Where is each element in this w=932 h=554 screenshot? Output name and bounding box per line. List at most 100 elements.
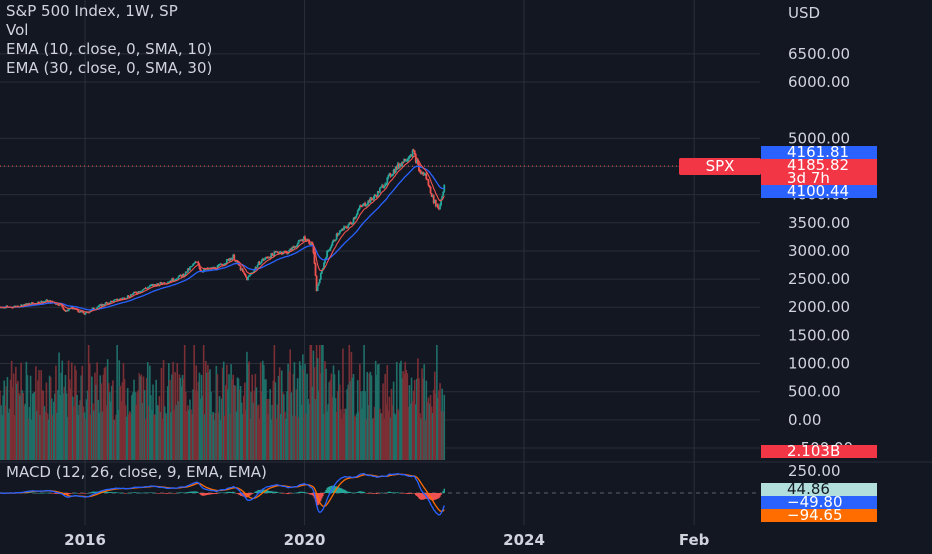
macd-hist-bar (345, 490, 347, 493)
volume-bar (239, 386, 242, 460)
legend-ema-30[interactable]: EMA (30, close, 0, SMA, 30) (6, 59, 213, 77)
macd-hist-bar (45, 492, 48, 494)
candle-body (358, 205, 361, 209)
macd-hist-bar (183, 492, 186, 494)
candle-body (65, 310, 68, 312)
volume-bar (427, 397, 430, 460)
macd-hist-bar (295, 492, 298, 494)
candle-body (288, 250, 291, 253)
volume-bar (303, 369, 305, 460)
macd-hist-bar (442, 490, 444, 493)
legend-title[interactable]: S&P 500 Index, 1W, SP (6, 2, 178, 20)
volume-bar (80, 375, 83, 460)
candle-body (265, 257, 267, 259)
volume-bar (95, 384, 97, 460)
candle-body (175, 279, 178, 281)
price-tick-label: 1500.00 (788, 326, 850, 344)
candle-body (349, 222, 352, 224)
macd-hist-bar (32, 492, 34, 494)
macd-hist-bar (297, 491, 300, 493)
candle-body (282, 251, 285, 253)
volume-bar (166, 386, 169, 460)
macd-hist-bar (114, 492, 116, 493)
volume-bar (130, 413, 132, 460)
candle-body (223, 264, 226, 266)
macd-hist-bar (339, 487, 341, 493)
price-tick-label: 1000.00 (788, 355, 850, 373)
candle-body (41, 301, 44, 304)
volume-bar (74, 365, 76, 460)
candle-body (179, 274, 182, 276)
candle-body (418, 164, 420, 171)
volume-bar (430, 406, 433, 460)
volume-bar (381, 413, 383, 460)
volume-bar (237, 378, 240, 460)
volume-bar (76, 394, 78, 460)
volume-bar (367, 405, 370, 460)
candle-body (359, 205, 362, 207)
candle-body (62, 307, 65, 310)
legend-ema-10[interactable]: EMA (10, close, 0, SMA, 10) (6, 40, 213, 58)
volume-bar (301, 404, 303, 460)
candle-body (163, 282, 166, 284)
legend-vol[interactable]: Vol (6, 21, 29, 39)
candle-body (89, 310, 92, 312)
candle-body (107, 302, 110, 304)
candle-body (242, 271, 245, 273)
volume-bar (126, 388, 129, 460)
macd-hist-bar (92, 491, 94, 493)
macd-hist-bar (229, 491, 231, 493)
volume-bar (312, 350, 315, 460)
legend-macd[interactable]: MACD (12, 26, close, 9, EMA, EMA) (6, 463, 267, 481)
macd-hist-bar (371, 493, 374, 494)
volume-bar (136, 392, 138, 460)
candle-body (157, 283, 160, 286)
candle-body (24, 304, 27, 306)
candle-body (328, 250, 331, 252)
candle-body (395, 166, 398, 169)
candle-body (387, 175, 390, 178)
volume-bar (248, 361, 250, 460)
volume-bar (49, 376, 52, 460)
volume-bar (185, 411, 188, 460)
candle-body (236, 261, 239, 263)
macd-hist-bar (219, 492, 222, 494)
volume-bar (398, 411, 400, 460)
macd-hist-bar (406, 493, 409, 494)
volume-bar (191, 414, 193, 460)
volume-bar (199, 398, 202, 460)
candle-body (38, 301, 40, 304)
macd-hist-bar (332, 485, 335, 493)
macd-hist-bar (305, 492, 307, 494)
candle-body (26, 303, 29, 305)
macd-hist-bar (185, 492, 187, 493)
volume-bar (194, 389, 197, 460)
volume-bar (32, 392, 35, 460)
candle-body (256, 265, 259, 268)
volume-bar (390, 388, 393, 460)
volume-bar (363, 345, 365, 460)
volume-bar (66, 416, 69, 460)
volume-bar (119, 385, 122, 460)
volume-bar (195, 365, 198, 460)
price-tag: 4161.81 (761, 146, 877, 159)
volume-bar (184, 391, 187, 460)
price-tag: 3d 7h (761, 172, 877, 185)
candle-body (189, 267, 191, 270)
candle-body (28, 303, 31, 305)
volume-bar (231, 379, 233, 460)
volume-bar (302, 354, 304, 460)
volume-bar (441, 388, 443, 460)
macd-hist-bar (388, 491, 391, 493)
macd-hist-bar (385, 493, 387, 494)
candle-body (103, 304, 106, 306)
candle-body (322, 268, 324, 270)
volume-bar (366, 372, 369, 460)
volume-bar (120, 401, 123, 460)
volume-bar (116, 345, 118, 460)
candle-body (240, 268, 243, 271)
candle-body (424, 173, 427, 175)
candle-body (166, 282, 169, 284)
